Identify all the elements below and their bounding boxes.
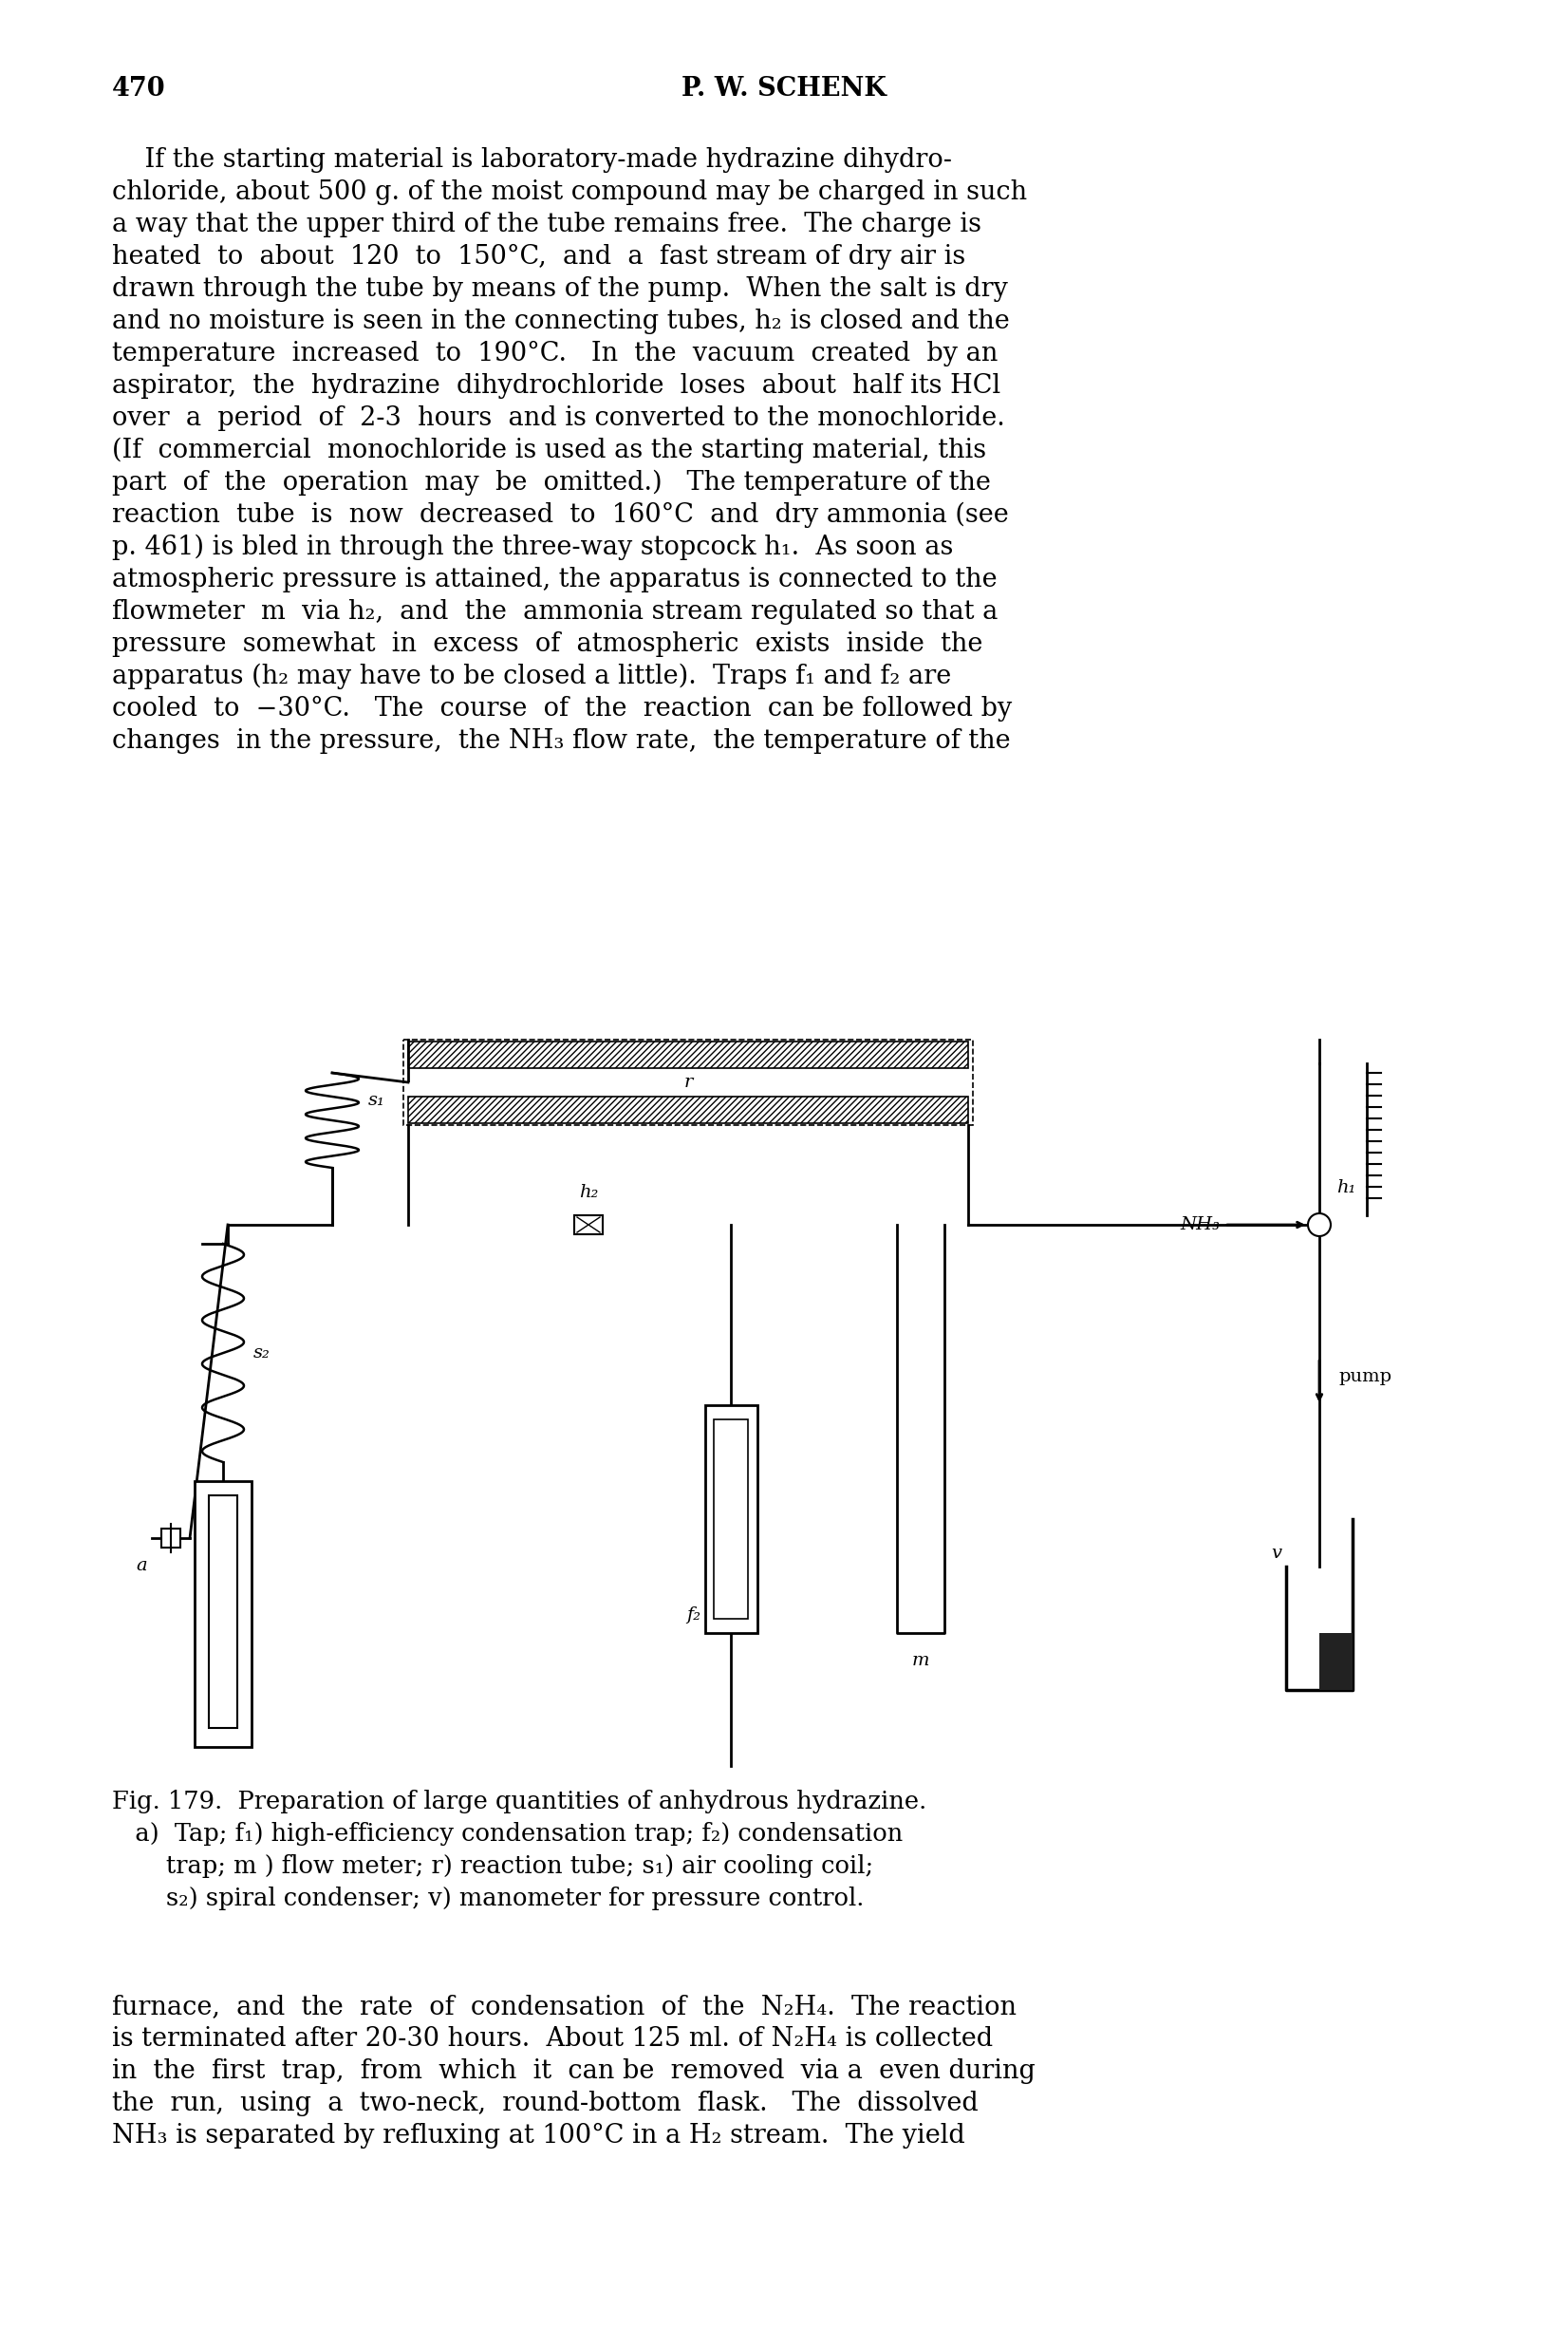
Text: apparatus (h₂ may have to be closed a little).  Traps f₁ and f₂ are: apparatus (h₂ may have to be closed a li… (111, 664, 952, 690)
Bar (706, 1406, 757, 1634)
Bar (574, 1216, 602, 1235)
Text: aspirator,  the  hydrazine  dihydrochloride  loses  about  half its HCl: aspirator, the hydrazine dihydrochloride… (111, 373, 1000, 399)
Bar (408, 1096, 967, 1124)
Text: a: a (136, 1556, 147, 1575)
Bar (713, 1420, 748, 1619)
Text: temperature  increased  to  190°C.   In  the  vacuum  created  by an: temperature increased to 190°C. In the v… (111, 340, 997, 366)
Text: P. W. SCHENK: P. W. SCHENK (682, 75, 886, 101)
Text: cooled  to  −30°C.   The  course  of  the  reaction  can be followed by: cooled to −30°C. The course of the react… (111, 697, 1011, 721)
Text: pump: pump (1339, 1368, 1391, 1385)
Text: heated  to  about  120  to  150°C,  and  a  fast stream of dry air is: heated to about 120 to 150°C, and a fast… (111, 244, 966, 270)
Text: pressure  somewhat  in  excess  of  atmospheric  exists  inside  the: pressure somewhat in excess of atmospher… (111, 631, 983, 657)
Bar (194, 1481, 251, 1746)
Text: furnace,  and  the  rate  of  condensation  of  the  N₂H₄.  The reaction: furnace, and the rate of condensation of… (111, 1995, 1016, 2018)
Text: drawn through the tube by means of the pump.  When the salt is dry: drawn through the tube by means of the p… (111, 277, 1008, 303)
Text: a)  Tap; f₁) high-efficiency condensation trap; f₂) condensation: a) Tap; f₁) high-efficiency condensation… (111, 1821, 903, 1845)
Bar (209, 1495, 237, 1727)
Text: v: v (1272, 1544, 1281, 1561)
Text: NH₃ is separated by refluxing at 100°C in a H₂ stream.  The yield: NH₃ is separated by refluxing at 100°C i… (111, 2124, 964, 2148)
Text: changes  in the pressure,  the NH₃ flow rate,  the temperature of the: changes in the pressure, the NH₃ flow ra… (111, 728, 1010, 753)
Text: Fig. 179.  Preparation of large quantities of anhydrous hydrazine.: Fig. 179. Preparation of large quantitie… (111, 1791, 927, 1814)
Text: NH₃: NH₃ (1179, 1216, 1220, 1232)
Bar (162, 1528, 180, 1547)
Text: If the starting material is laboratory-made hydrazine dihydro-: If the starting material is laboratory-m… (111, 148, 952, 174)
Text: flowmeter  m  via h₂,  and  the  ammonia stream regulated so that a: flowmeter m via h₂, and the ammonia stre… (111, 598, 997, 624)
Text: is terminated after 20-30 hours.  About 125 ml. of N₂H₄ is collected: is terminated after 20-30 hours. About 1… (111, 2025, 993, 2051)
Text: trap; m ) flow meter; r) reaction tube; s₁) air cooling coil;: trap; m ) flow meter; r) reaction tube; … (111, 1854, 873, 1878)
Bar (1319, 1634, 1353, 1690)
Text: 470: 470 (111, 75, 166, 101)
Text: f₁: f₁ (226, 1716, 240, 1732)
Text: m: m (913, 1652, 930, 1669)
Text: (If  commercial  monochloride is used as the starting material, this: (If commercial monochloride is used as t… (111, 437, 986, 465)
Text: f₂: f₂ (687, 1605, 701, 1624)
Bar (403, 1040, 972, 1124)
Text: p. 461) is bled in through the three-way stopcock h₁.  As soon as: p. 461) is bled in through the three-way… (111, 535, 953, 561)
Text: a way that the upper third of the tube remains free.  The charge is: a way that the upper third of the tube r… (111, 211, 982, 237)
Text: h₂: h₂ (579, 1183, 597, 1202)
Text: r: r (684, 1075, 693, 1091)
Text: the  run,  using  a  two-neck,  round-bottom  flask.   The  dissolved: the run, using a two-neck, round-bottom … (111, 2091, 978, 2117)
Text: chloride, about 500 g. of the moist compound may be charged in such: chloride, about 500 g. of the moist comp… (111, 178, 1027, 204)
Text: s₁: s₁ (368, 1091, 386, 1108)
Text: part  of  the  operation  may  be  omitted.)   The temperature of the: part of the operation may be omitted.) T… (111, 469, 991, 495)
Text: over  a  period  of  2-3  hours  and is converted to the monochloride.: over a period of 2-3 hours and is conver… (111, 406, 1005, 432)
Text: and no moisture is seen in the connecting tubes, h₂ is closed and the: and no moisture is seen in the connectin… (111, 307, 1010, 333)
Text: atmospheric pressure is attained, the apparatus is connected to the: atmospheric pressure is attained, the ap… (111, 568, 997, 591)
Text: reaction  tube  is  now  decreased  to  160°C  and  dry ammonia (see: reaction tube is now decreased to 160°C … (111, 502, 1008, 528)
Bar (408, 1042, 967, 1068)
Text: s₂: s₂ (254, 1345, 270, 1361)
Text: h₁: h₁ (1336, 1178, 1356, 1197)
Text: s₂) spiral condenser; v) manometer for pressure control.: s₂) spiral condenser; v) manometer for p… (111, 1887, 864, 1910)
Text: in  the  first  trap,  from  which  it  can be  removed  via a  even during: in the first trap, from which it can be … (111, 2058, 1035, 2084)
Circle shape (1308, 1213, 1331, 1237)
